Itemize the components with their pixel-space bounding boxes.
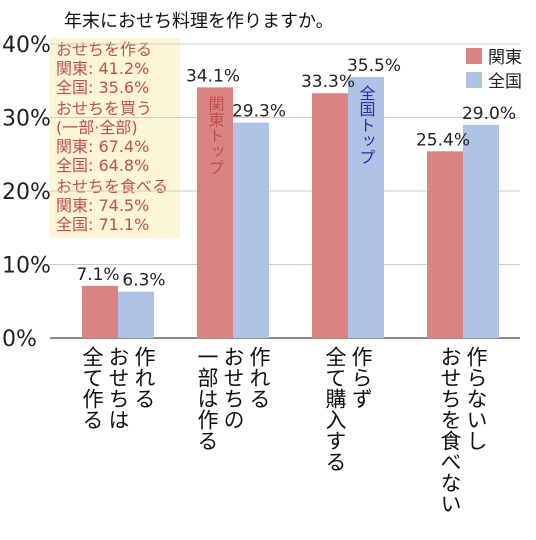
legend-swatch	[466, 48, 482, 64]
bar-関東-0	[82, 285, 118, 338]
legend-swatch	[466, 72, 482, 88]
category-label: おせちを食べない	[438, 346, 462, 514]
note-line: 全国: 35.6%	[56, 78, 149, 97]
y-tick-label: 0%	[2, 327, 37, 352]
bar-全国-1	[233, 122, 269, 339]
y-tick-label: 30%	[2, 107, 51, 132]
bar-全国-0	[118, 291, 154, 338]
data-label: 29.3%	[232, 102, 286, 122]
note-line: 関東: 74.5%	[56, 196, 149, 215]
category-label: 作らないし	[464, 346, 488, 451]
category-label: 作れる	[132, 346, 156, 409]
legend-label: 関東	[488, 48, 522, 68]
category-label: 作れる	[247, 346, 271, 409]
data-label: 6.3%	[122, 271, 165, 291]
data-label: 29.0%	[462, 104, 516, 124]
y-tick-label: 10%	[2, 254, 51, 279]
data-label: 35.5%	[347, 56, 401, 76]
note-line: 全国: 64.8%	[56, 156, 149, 175]
y-tick-label: 40%	[2, 33, 51, 58]
category-label: おせちの	[221, 346, 245, 430]
data-label: 25.4%	[416, 130, 470, 150]
note-line: 全国: 71.1%	[56, 215, 149, 234]
notes-box	[50, 38, 180, 238]
bar-全国-3	[463, 124, 499, 338]
callout-label: 関東トップ	[206, 95, 225, 175]
bar-関東-3	[427, 151, 463, 338]
category-label: 全て購入する	[323, 346, 347, 472]
category-label: 一部は作る	[195, 346, 219, 451]
callout-label: 全国トップ	[357, 85, 376, 165]
chart-title: 年末におせち料理を作りますか。	[64, 11, 334, 32]
data-label: 34.1%	[186, 66, 240, 86]
category-label: 作らず	[349, 346, 373, 409]
data-label: 33.3%	[301, 72, 355, 92]
note-line: 関東: 41.2%	[56, 59, 149, 78]
bar-関東-1	[197, 87, 233, 339]
y-tick-label: 20%	[2, 180, 51, 205]
note-line: (一部·全部)	[56, 118, 138, 137]
note-line: おせちを食べる	[56, 177, 168, 196]
note-line: おせちを作る	[56, 40, 152, 59]
category-label: おせちは	[106, 346, 130, 430]
note-line: 関東: 67.4%	[56, 137, 149, 156]
bar-関東-2	[312, 93, 348, 339]
data-label: 7.1%	[76, 265, 119, 285]
legend-label: 全国	[488, 72, 522, 92]
bar-全国-2	[348, 77, 384, 338]
category-label: 全て作る	[80, 346, 104, 430]
note-line: おせちを買う	[56, 99, 152, 118]
